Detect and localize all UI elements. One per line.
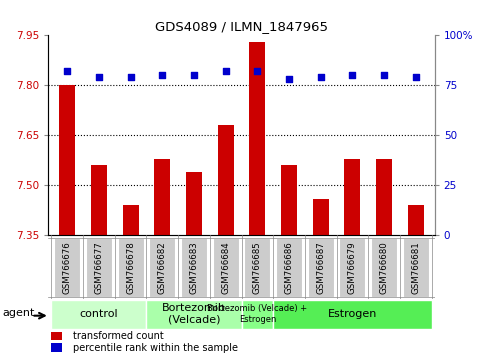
Point [222,69,229,74]
Bar [149,238,175,297]
Bar [123,205,139,235]
Bar [181,238,207,297]
Bar [51,343,62,352]
Point [380,73,388,78]
Text: GSM766686: GSM766686 [284,241,294,294]
Point [412,75,420,80]
Text: GSM766681: GSM766681 [411,241,420,294]
Bar [54,238,80,297]
Bar [242,300,273,329]
Bar [86,238,112,297]
Bar [276,238,302,297]
Text: GSM766676: GSM766676 [63,241,72,294]
Bar [218,125,234,235]
Point [317,75,325,80]
Text: GSM766685: GSM766685 [253,241,262,294]
Bar [408,205,424,235]
Text: GSM766677: GSM766677 [95,241,103,294]
Bar [273,300,431,329]
Text: GSM766679: GSM766679 [348,241,357,293]
Point [190,73,198,78]
Point [254,69,261,74]
Point [95,75,103,80]
Text: GSM766682: GSM766682 [158,241,167,294]
Text: Bortezomib (Velcade) +
Estrogen: Bortezomib (Velcade) + Estrogen [207,304,307,324]
Bar [244,238,270,297]
Bar [118,238,143,297]
Bar [155,159,170,235]
Point [285,76,293,82]
Text: percentile rank within the sample: percentile rank within the sample [72,343,238,353]
Text: GSM766680: GSM766680 [380,241,388,294]
Text: Bortezomib
(Velcade): Bortezomib (Velcade) [162,303,226,325]
Text: agent: agent [2,308,35,318]
Bar [281,165,297,235]
Bar [186,172,202,235]
Text: Estrogen: Estrogen [327,309,377,319]
Bar [371,238,397,297]
Bar [403,238,429,297]
Bar [308,238,334,297]
Bar [52,300,146,329]
Bar [376,159,392,235]
Title: GDS4089 / ILMN_1847965: GDS4089 / ILMN_1847965 [155,20,328,33]
Bar [249,42,265,235]
Text: GSM766684: GSM766684 [221,241,230,294]
Point [349,73,356,78]
Bar [213,238,239,297]
Point [127,75,134,80]
Text: control: control [80,309,118,319]
Bar [340,238,365,297]
Bar [51,332,62,341]
Bar [59,85,75,235]
Bar [313,199,328,235]
Point [63,69,71,74]
Text: transformed count: transformed count [72,331,163,341]
Text: GSM766683: GSM766683 [189,241,199,294]
Point [158,73,166,78]
Bar [344,159,360,235]
Text: GSM766687: GSM766687 [316,241,325,294]
Text: GSM766678: GSM766678 [126,241,135,294]
Bar [146,300,242,329]
Bar [91,165,107,235]
